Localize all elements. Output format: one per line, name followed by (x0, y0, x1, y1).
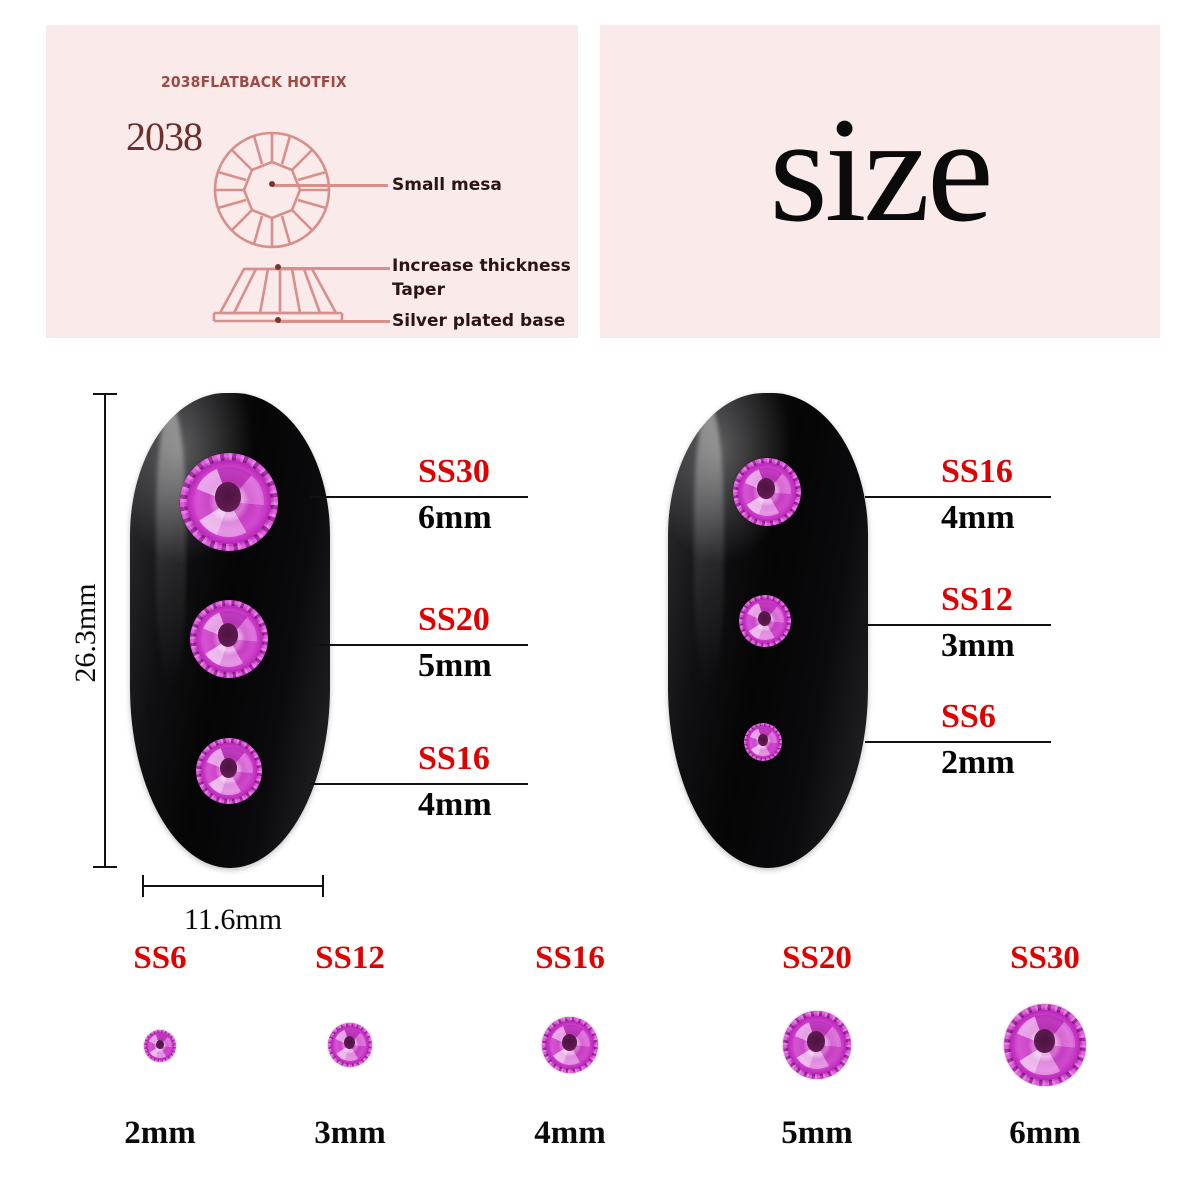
rhinestone-side-view-icon (212, 267, 344, 323)
gem-right-ss6 (744, 723, 782, 761)
chart-item-ss20: SS20 5mm (727, 940, 907, 1155)
dim-height-line (104, 393, 106, 868)
callout-right-1: SS16 4mm (865, 455, 1065, 535)
gem-culet (757, 734, 768, 746)
dim-height-text: 26.3mm (69, 583, 102, 683)
callout-mm: 4mm (418, 786, 492, 823)
chart-item-mm: 5mm (781, 1115, 853, 1151)
gem-culet (807, 1031, 826, 1052)
size-heading: size (769, 87, 993, 253)
callout-right-2: SS12 3mm (865, 583, 1065, 663)
leader-line-base (278, 320, 390, 323)
callout-leader (310, 644, 528, 646)
chart-item-code: SS12 (315, 940, 385, 976)
label-taper: Taper (392, 280, 445, 300)
rhinestone-top-view-icon (213, 131, 331, 249)
callout-leader (310, 783, 528, 785)
gem-left-ss16 (196, 738, 262, 804)
chart-gem-ss12 (328, 1023, 372, 1067)
gem-culet (155, 1039, 164, 1050)
chart-item-ss16: SS16 4mm (480, 940, 660, 1155)
callout-leader (865, 624, 1051, 626)
label-increase-thickness: Increase thickness (392, 256, 571, 276)
gem-culet (215, 482, 241, 512)
chart-item-ss30: SS30 6mm (955, 940, 1135, 1155)
gem-culet (218, 623, 239, 647)
callout-leader (865, 496, 1051, 498)
chart-item-ss12: SS12 3mm (260, 940, 440, 1155)
chart-item-code: SS30 (1010, 940, 1080, 976)
chart-item-mm: 6mm (1009, 1115, 1081, 1151)
nail-left-gloss (156, 404, 186, 690)
chart-gem-ss20 (783, 1011, 851, 1079)
chart-item-mm: 3mm (314, 1115, 386, 1151)
callout-right-3: SS6 2mm (865, 700, 1065, 780)
gem-right-ss16 (733, 458, 801, 526)
gem-culet (757, 610, 772, 627)
gem-culet (343, 1036, 356, 1050)
callout-code: SS20 (418, 601, 490, 638)
label-small-mesa: Small mesa (392, 175, 502, 195)
chart-gem-ss30 (1004, 1004, 1086, 1086)
gem-left-ss30 (180, 453, 278, 551)
callout-mm: 3mm (941, 627, 1015, 664)
callout-code: SS16 (418, 740, 490, 777)
size-panel: size (600, 25, 1160, 338)
leader-line-mesa (272, 184, 388, 187)
callout-left-2: SS20 5mm (310, 603, 540, 683)
chart-item-code: SS6 (133, 940, 187, 976)
callout-left-1: SS30 6mm (310, 455, 540, 535)
callout-leader (310, 496, 528, 498)
spec-panel-title: 2038FLATBACK HOTFIX (161, 73, 347, 91)
dim-width-cap-left (142, 875, 144, 897)
label-silver-plated-base: Silver plated base (392, 311, 566, 331)
callout-code: SS30 (418, 453, 490, 490)
gem-culet (1033, 1028, 1055, 1054)
dim-height-cap-top (93, 393, 117, 395)
chart-item-code: SS16 (535, 940, 605, 976)
chart-item-ss6: SS6 2mm (70, 940, 250, 1155)
leader-line-thickness (278, 267, 390, 270)
chart-gem-ss16 (542, 1017, 598, 1073)
callout-mm: 4mm (941, 499, 1015, 536)
callout-left-3: SS16 4mm (310, 742, 540, 822)
callout-mm: 5mm (418, 647, 492, 684)
gem-right-ss12 (739, 595, 791, 647)
chart-item-code: SS20 (782, 940, 852, 976)
gem-culet (219, 757, 237, 778)
chart-item-mm: 2mm (124, 1115, 196, 1151)
gem-culet (562, 1033, 577, 1051)
callout-code: SS6 (941, 698, 996, 735)
gem-culet (757, 478, 776, 499)
callout-code: SS16 (941, 453, 1013, 490)
model-number: 2038 (126, 114, 203, 159)
leader-dot-mesa (269, 181, 275, 187)
spec-panel: 2038FLATBACK HOTFIX 2038 (46, 25, 578, 338)
leader-dot-thickness (275, 264, 281, 270)
dim-height-cap-bottom (93, 866, 117, 868)
callout-mm: 6mm (418, 499, 492, 536)
callout-code: SS12 (941, 581, 1013, 618)
chart-gem-ss6 (144, 1030, 176, 1062)
callout-leader (865, 741, 1051, 743)
callout-mm: 2mm (941, 744, 1015, 781)
leader-dot-base (275, 317, 281, 323)
nail-right-gloss (694, 404, 724, 690)
dim-width-text: 11.6mm (183, 903, 283, 936)
dim-width-cap-right (322, 875, 324, 897)
chart-item-mm: 4mm (534, 1115, 606, 1151)
gem-left-ss20 (190, 600, 268, 678)
dim-width-line (142, 885, 324, 887)
